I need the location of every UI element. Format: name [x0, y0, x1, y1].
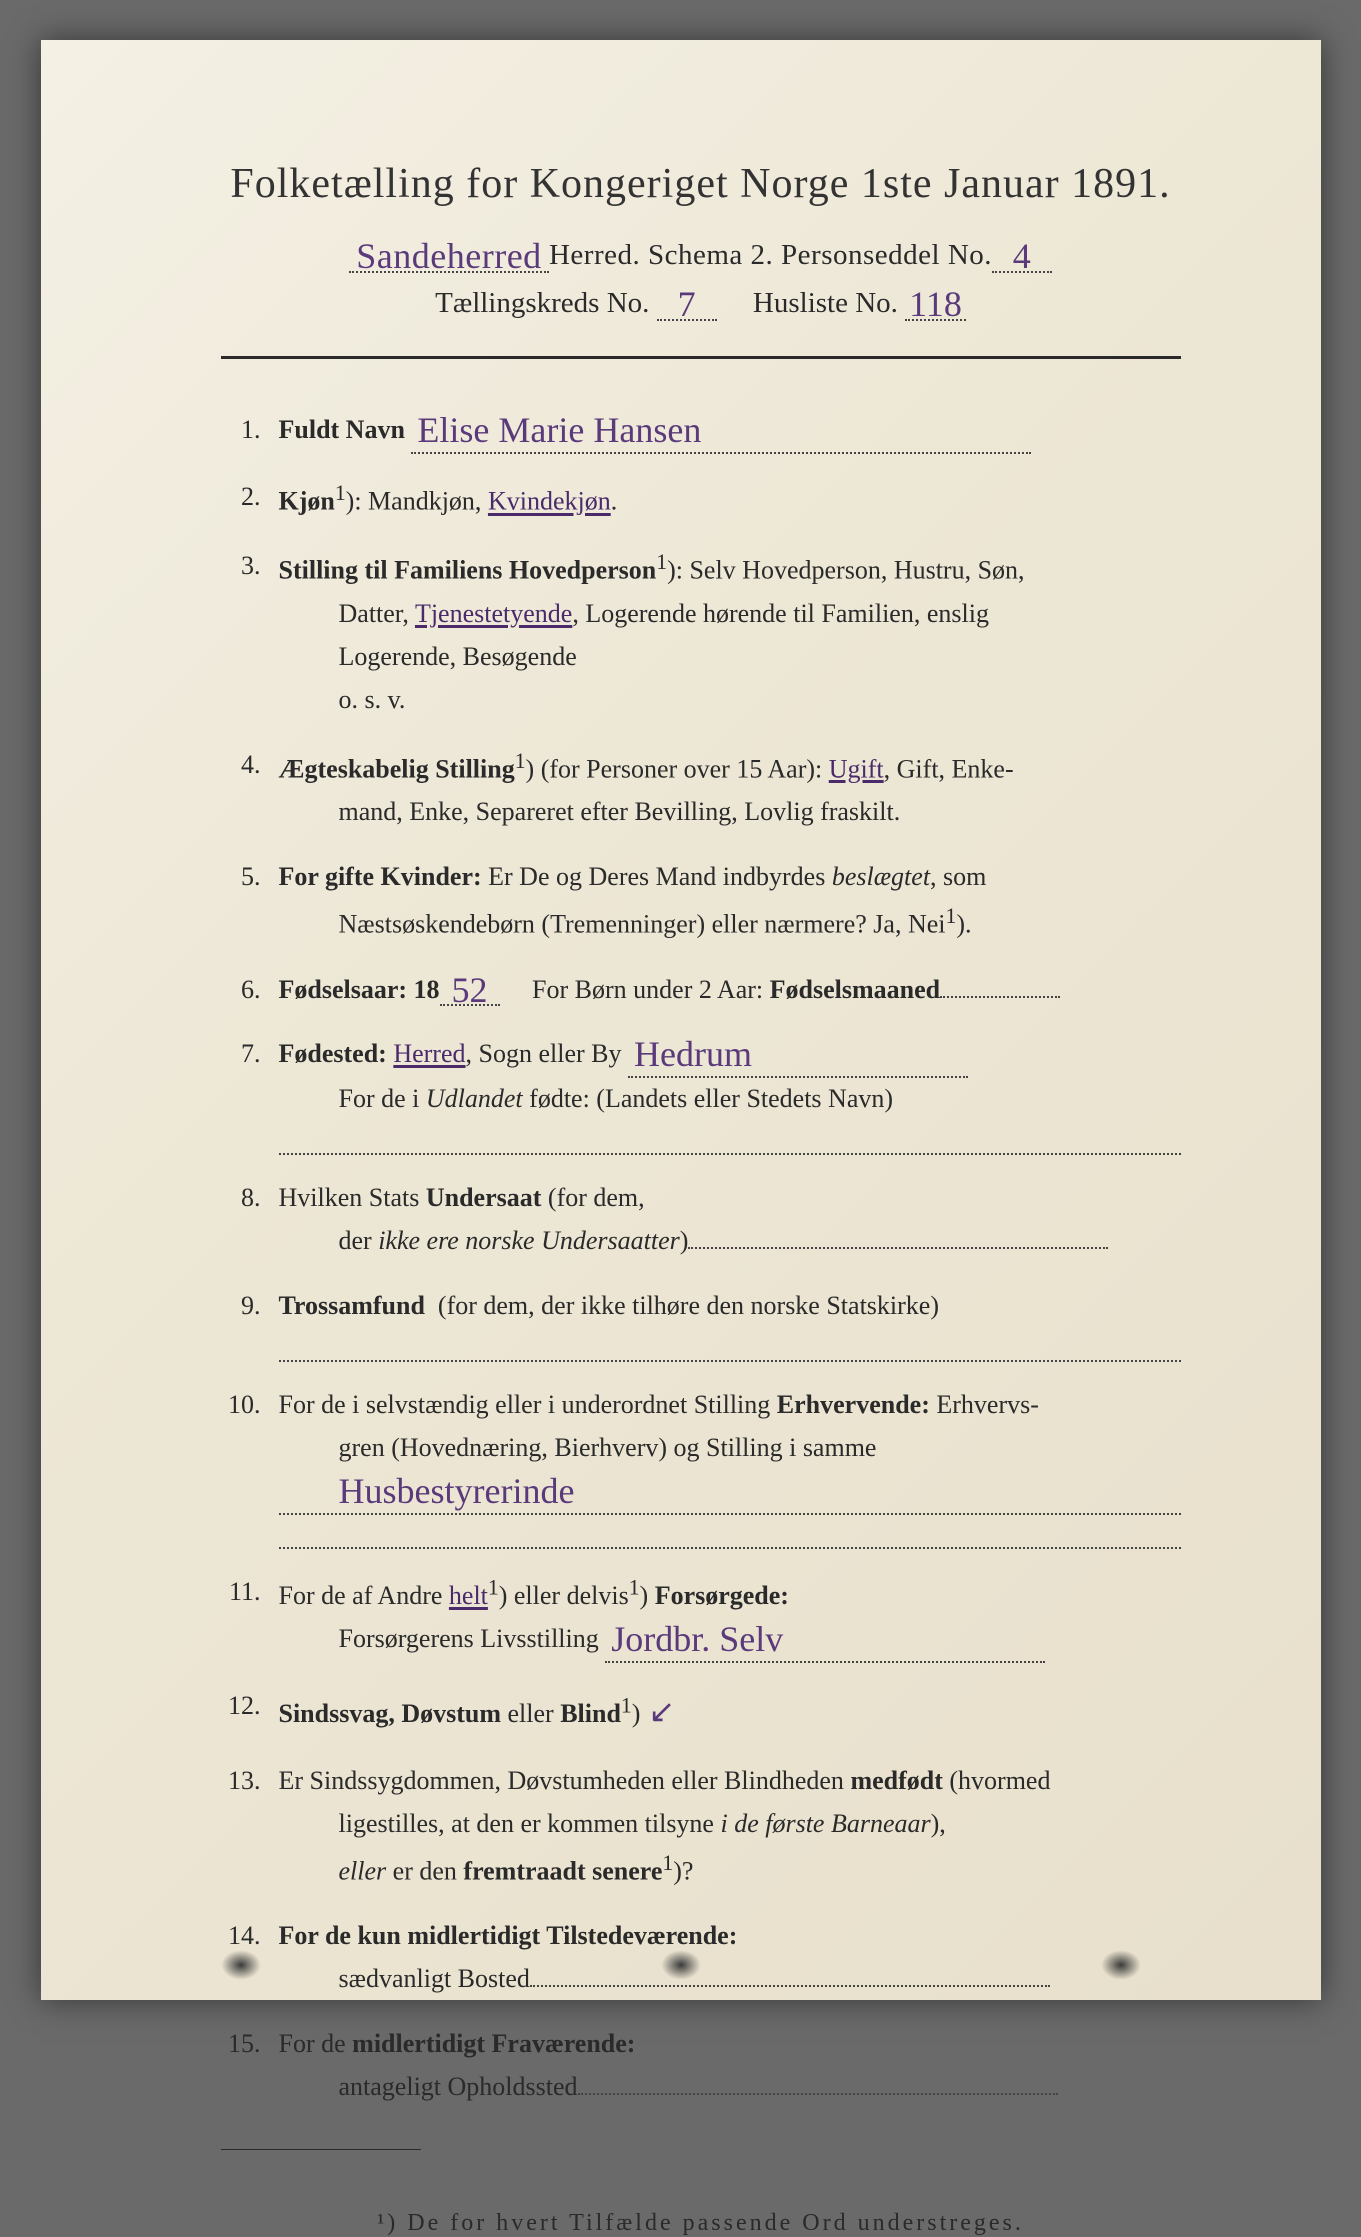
personseddel-no: 4 [992, 242, 1052, 273]
occupation-field: Husbestyrerinde [279, 1470, 1181, 1515]
husliste-no: 118 [905, 290, 966, 321]
item-body: Fuldt Navn Elise Marie Hansen [279, 409, 1181, 454]
item-number: 12. [221, 1685, 279, 1738]
item-number: 9. [221, 1285, 279, 1362]
item-body: Stilling til Familiens Hovedperson1): Se… [279, 545, 1181, 721]
occupation-hw: Husbestyrerinde [339, 1477, 575, 1506]
item-9: 9. Trossamfund (for dem, der ikke tilhør… [221, 1285, 1181, 1362]
fodested-label: Fødested: [279, 1039, 387, 1068]
footnote-rule [221, 2149, 421, 2150]
item-number: 15. [221, 2023, 279, 2109]
name-handwritten: Elise Marie Hansen [417, 416, 701, 445]
item-2: 2. Kjøn1): Mandkjøn, Kvindekjøn. [221, 476, 1181, 524]
item-body: Sindssvag, Døvstum eller Blind1) ↙ [279, 1685, 1181, 1738]
item-body: Hvilken Stats Undersaat (for dem,der ikk… [279, 1177, 1181, 1263]
item-body: For de i selvstændig eller i underordnet… [279, 1384, 1181, 1549]
sogn-by: , Sogn eller By [466, 1039, 622, 1068]
item-1: 1. Fuldt Navn Elise Marie Hansen [221, 409, 1181, 454]
herred-handwritten: Sandeherred [349, 242, 549, 273]
birthplace-hw: Hedrum [634, 1040, 752, 1069]
forsorger-label: Forsørgerens Livsstilling [339, 1624, 599, 1653]
header-line2-static: Herred. Schema 2. Personseddel No. [549, 239, 992, 271]
item-body: Fødselsaar: 1852 For Børn under 2 Aar: F… [279, 969, 1181, 1012]
birth-month-field [940, 996, 1060, 998]
paper-tear-icon [661, 1950, 701, 1980]
birthplace-field: Hedrum [628, 1033, 968, 1078]
footnote: ¹) De for hvert Tilfælde passende Ord un… [221, 2210, 1181, 2237]
item-number: 13. [221, 1760, 279, 1893]
form-title: Folketælling for Kongeriget Norge 1ste J… [221, 160, 1181, 208]
husliste-label: Husliste No. [753, 287, 898, 319]
born-under-2: For Børn under 2 Aar: [532, 975, 763, 1004]
item-number: 1. [221, 409, 279, 454]
item-number: 5. [221, 856, 279, 946]
item-12: 12. Sindssvag, Døvstum eller Blind1) ↙ [221, 1685, 1181, 1738]
item-number: 8. [221, 1177, 279, 1263]
item-10: 10. For de i selvstændig eller i underor… [221, 1384, 1181, 1549]
header-line-2: SandeherredHerred. Schema 2. Personsedde… [221, 238, 1181, 272]
herred-underlined: Herred [393, 1039, 465, 1068]
fodselsmaaned-label: Fødselsmaaned [770, 975, 940, 1004]
paper-tear-icon [1101, 1950, 1141, 1980]
occupation-field-2 [279, 1521, 1181, 1549]
fuldt-navn-label: Fuldt Navn [279, 415, 405, 444]
name-field: Elise Marie Hansen [411, 409, 1031, 454]
item-number: 6. [221, 969, 279, 1012]
item10-line1: For de i selvstændig eller i underordnet… [279, 1390, 1039, 1419]
birth-year-hw: 52 [440, 976, 500, 1007]
item-body: For de af Andre helt1) eller delvis1) Fo… [279, 1571, 1181, 1663]
udlandet-line: For de i Udlandet fødte: (Landets eller … [279, 1078, 1181, 1121]
census-form-page: Folketælling for Kongeriget Norge 1ste J… [41, 40, 1321, 2000]
item-5: 5. For gifte Kvinder: Er De og Deres Man… [221, 856, 1181, 946]
paper-tear-icon [221, 1950, 261, 1980]
header-line-3: Tællingskreds No. 7 Husliste No. 118 [221, 286, 1181, 320]
form-items: 1. Fuldt Navn Elise Marie Hansen 2. Kjøn… [221, 409, 1181, 2109]
item11-line1: For de af Andre helt1) eller delvis1) Fo… [279, 1581, 789, 1610]
item-number: 2. [221, 476, 279, 524]
item-14: 14. For de kun midlertidigt Tilstedevære… [221, 1915, 1181, 2001]
item-3: 3. Stilling til Familiens Hovedperson1):… [221, 545, 1181, 721]
item-number: 3. [221, 545, 279, 721]
item-13: 13. Er Sindssygdommen, Døvstumheden elle… [221, 1760, 1181, 1893]
item-11: 11. For de af Andre helt1) eller delvis1… [221, 1571, 1181, 1663]
item-body: Kjøn1): Mandkjøn, Kvindekjøn. [279, 476, 1181, 524]
item-body: Fødested: Herred, Sogn eller By Hedrum F… [279, 1033, 1181, 1155]
item-body: Ægteskabelig Stilling1) (for Personer ov… [279, 744, 1181, 834]
item-15: 15. For de midlertidigt Fraværende:antag… [221, 2023, 1181, 2109]
taellingskreds-label: Tællingskreds No. [435, 287, 649, 319]
item11-line2: Forsørgerens Livsstilling Jordbr. Selv [279, 1618, 1181, 1663]
item-number: 7. [221, 1033, 279, 1155]
item-body: Trossamfund (for dem, der ikke tilhøre d… [279, 1285, 1181, 1362]
foreign-birth-field [279, 1127, 1181, 1155]
header-rule [221, 356, 1181, 359]
item-body: For gifte Kvinder: Er De og Deres Mand i… [279, 856, 1181, 946]
provider-hw: Jordbr. Selv [611, 1625, 783, 1654]
item-6: 6. Fødselsaar: 1852 For Børn under 2 Aar… [221, 969, 1181, 1012]
item-8: 8. Hvilken Stats Undersaat (for dem,der … [221, 1177, 1181, 1263]
item-number: 4. [221, 744, 279, 834]
item-4: 4. Ægteskabelig Stilling1) (for Personer… [221, 744, 1181, 834]
item-number: 10. [221, 1384, 279, 1549]
item-body: Er Sindssygdommen, Døvstumheden eller Bl… [279, 1760, 1181, 1893]
provider-field: Jordbr. Selv [605, 1618, 1045, 1663]
item10-line2: gren (Hovednæring, Bierhverv) og Stillin… [279, 1427, 1181, 1470]
item-number: 11. [221, 1571, 279, 1663]
taellingskreds-no: 7 [657, 290, 717, 321]
item-7: 7. Fødested: Herred, Sogn eller By Hedru… [221, 1033, 1181, 1155]
item-body: For de midlertidigt Fraværende:antagelig… [279, 2023, 1181, 2109]
item-body: For de kun midlertidigt Tilstedeværende:… [279, 1915, 1181, 2001]
fodselsaar-label: Fødselsaar: 18 [279, 975, 440, 1004]
